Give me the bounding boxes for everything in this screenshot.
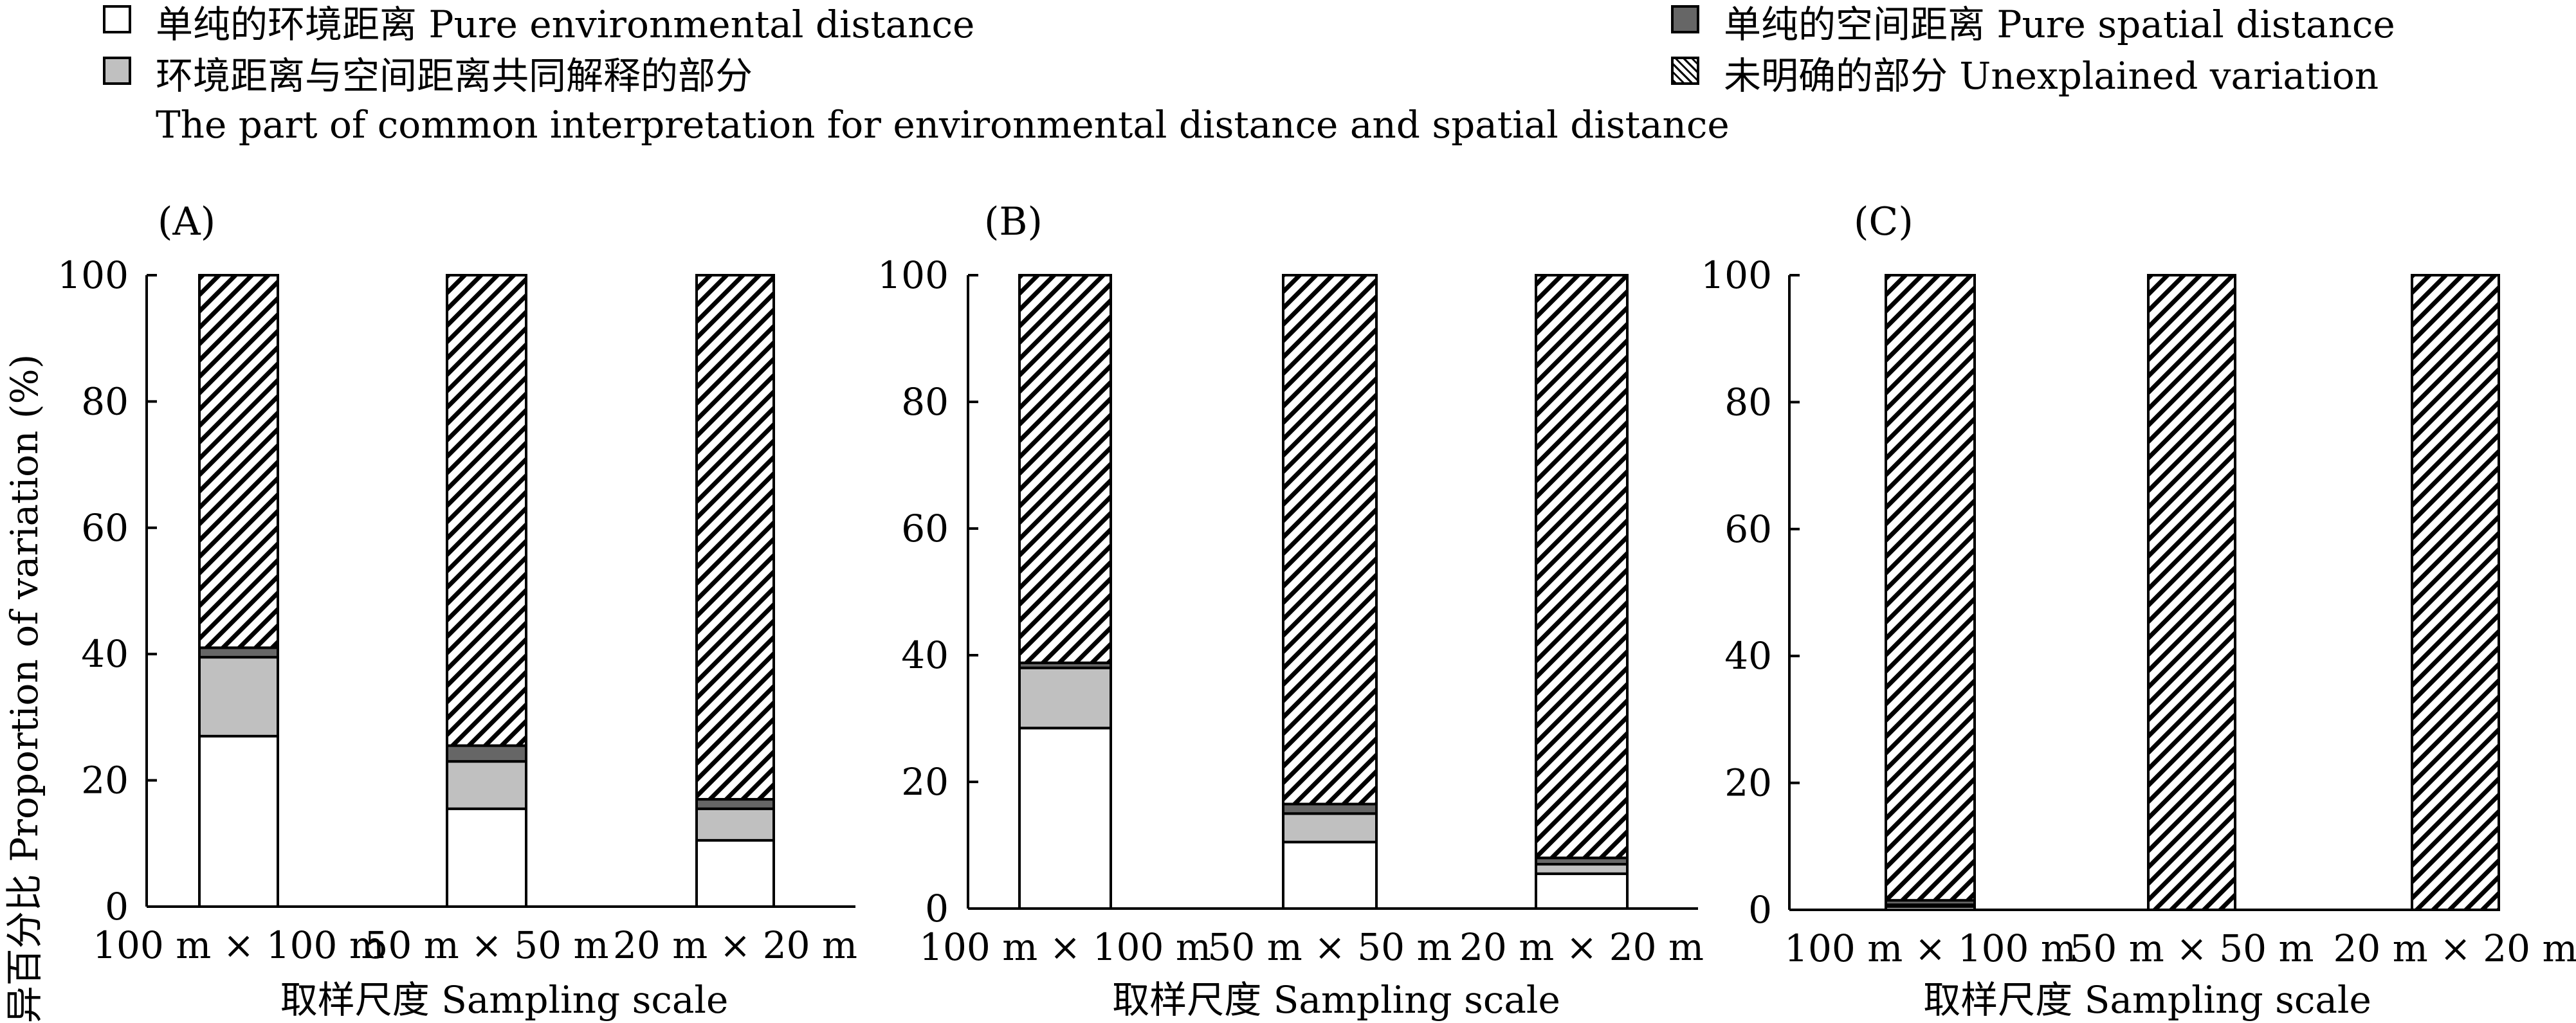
bar-segment-common (695, 807, 775, 842)
bar-segment-unexplained (1535, 274, 1629, 860)
bar-segment-pure-env (446, 807, 527, 909)
bar-stack (695, 274, 775, 909)
bar-segment-unexplained (198, 274, 279, 649)
panel-label: (B) (984, 199, 1043, 244)
legend-item-common: 环境距离与空间距离共同解释的部分 The part of common inte… (103, 51, 1730, 149)
bar-segment-pure-env (1535, 872, 1629, 910)
legend: 单纯的环境距离 Pure environmental distance 单纯的空… (0, 0, 2576, 167)
bar-segment-unexplained (695, 274, 775, 801)
y-tick-label: 80 (81, 379, 129, 423)
bar-segment-common (1018, 666, 1112, 730)
legend-swatch-common (103, 57, 131, 85)
y-axis-label: 变异百分比 Proportion of variation (%) (3, 354, 46, 1023)
x-axis-label: 取样尺度 Sampling scale (1923, 978, 2371, 1022)
y-tick-label: 0 (105, 885, 129, 928)
y-tick-label: 100 (1701, 253, 1772, 297)
x-tick-label: 20 m × 20 m (2334, 927, 2576, 970)
y-tick-label: 60 (901, 507, 949, 550)
bar-segment-common (446, 760, 527, 810)
x-axis-label: 取样尺度 Sampling scale (280, 978, 729, 1022)
chart-panel-c: (C) 100 m × 100 m50 m × 50 m 20 m × 20 m 0 2… (1701, 199, 2576, 1022)
bar-segment-common (198, 656, 279, 738)
x-tick-label: 100 m × 100 m (919, 925, 1211, 969)
legend-label-common: 环境距离与空间距离共同解释的部分 (156, 54, 753, 98)
bar-stack (1885, 274, 1976, 911)
bar-segment-unexplained (1282, 274, 1378, 806)
legend-swatch-pure-spatial (1671, 5, 1699, 33)
bar-stack (446, 274, 527, 909)
bar-segment-pure-spatial (446, 744, 527, 763)
bar-segment-pure-env (695, 838, 775, 909)
legend-item-pure-env: 单纯的环境距离 Pure environmental distance (103, 0, 974, 49)
bar-segment-pure-env (1018, 727, 1112, 910)
y-tick-label: 80 (901, 380, 949, 424)
chart-panels: (A)100 m × 100 m50 m × 50 m 20 m × 20 m02… (57, 199, 2576, 1022)
y-tick-label: 40 (1724, 634, 1772, 678)
bar-segment-unexplained (2147, 274, 2236, 911)
y-tick-label: 20 (901, 760, 949, 804)
chart-panel-b: (B) 100 m × 100 m50 m × 50 m 20 m × 20 m 0 2… (877, 199, 1704, 1022)
bar-stack (198, 274, 279, 908)
bar-segment-pure-spatial (1282, 802, 1378, 815)
x-tick-label: 20 m × 20 m (1459, 925, 1704, 969)
bar-stack (2411, 274, 2500, 911)
x-tick-label: 20 m × 20 m (613, 923, 857, 967)
y-tick-label: 80 (1724, 380, 1772, 424)
y-tick-label: 100 (877, 253, 949, 297)
x-tick-label: 100 m × 100 m (1784, 927, 2076, 970)
bar-stack (1282, 274, 1378, 910)
y-tick-label: 60 (81, 506, 129, 550)
legend-label-unexplained: 未明确的部分 Unexplained variation (1724, 54, 2379, 98)
bar-segment-pure-spatial (695, 798, 775, 810)
legend-label-pure-spatial: 单纯的空间距离 Pure spatial distance (1724, 3, 2395, 46)
bar-segment-unexplained (446, 274, 527, 747)
bar-segment-unexplained (1885, 274, 1976, 902)
y-tick-label: 20 (81, 759, 129, 802)
x-tick-label: 50 m × 50 m (2070, 927, 2314, 970)
legend-sublabel-common: The part of common interpretation for en… (156, 103, 1730, 147)
legend-swatch-unexplained (1671, 57, 1699, 85)
y-tick-label: 0 (925, 887, 949, 930)
bar-segment-unexplained (1018, 274, 1112, 664)
y-tick-label: 40 (901, 633, 949, 677)
panel-label: (A) (158, 199, 215, 244)
bar-segment-unexplained (2411, 274, 2500, 911)
x-tick-label: 100 m × 100 m (93, 923, 385, 967)
legend-label-pure-env: 单纯的环境距离 Pure environmental distance (156, 3, 975, 46)
bar-segment-pure-env (1282, 840, 1378, 910)
bar-stack (2147, 274, 2236, 911)
y-tick-label: 60 (1724, 507, 1772, 551)
legend-item-unexplained: 未明确的部分 Unexplained variation (1671, 51, 2379, 100)
y-tick-label: 20 (1724, 761, 1772, 805)
x-tick-label: 50 m × 50 m (1208, 925, 1452, 969)
x-axis-label: 取样尺度 Sampling scale (1112, 978, 1560, 1022)
y-tick-label: 0 (1748, 888, 1772, 932)
y-tick-label: 100 (57, 253, 129, 297)
y-tick-label: 40 (81, 632, 129, 676)
bar-segment-common (1282, 812, 1378, 844)
bar-stack (1018, 274, 1112, 910)
bar-segment-pure-spatial (198, 646, 279, 659)
x-tick-label: 50 m × 50 m (365, 923, 609, 967)
legend-swatch-pure-env (103, 5, 131, 33)
bar-segment-common (1535, 863, 1629, 875)
legend-item-pure-spatial: 单纯的空间距离 Pure spatial distance (1671, 0, 2395, 49)
panel-label: (C) (1854, 199, 1914, 244)
bar-stack (1535, 274, 1629, 910)
bar-segment-pure-env (198, 734, 279, 908)
chart-panel-a: (A) 100 m × 100 m50 m × 50 m 20 m × 20 m 0 2… (57, 199, 857, 1022)
